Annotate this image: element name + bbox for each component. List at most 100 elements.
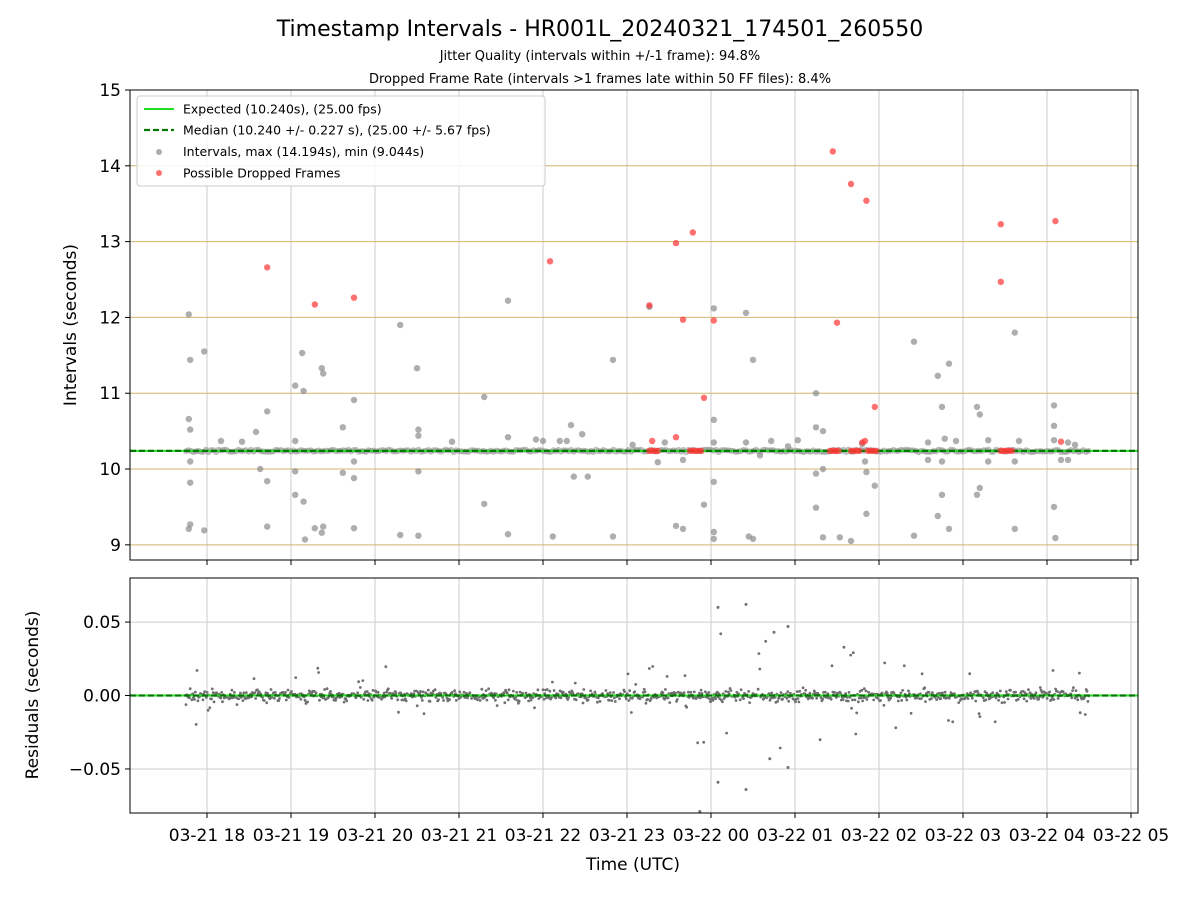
residual-point — [532, 692, 536, 696]
residual-point — [1076, 698, 1080, 702]
residual-point — [441, 696, 445, 699]
interval-point — [264, 478, 271, 485]
residual-point — [206, 708, 210, 712]
residual-point — [915, 696, 919, 700]
residual-point — [593, 690, 597, 694]
legend-dropped-swatch — [156, 170, 162, 176]
legend-intervals-swatch — [156, 149, 162, 155]
residual-point — [1048, 690, 1051, 694]
x-tick-label: 03-22 04 — [1009, 826, 1085, 846]
residual-point — [716, 780, 720, 784]
residual-point — [466, 696, 469, 700]
residual-point — [721, 700, 724, 704]
residuals-y-ticks: 0.05 0.00 −0.05 — [69, 613, 130, 780]
interval-point — [941, 435, 948, 442]
residual-point — [190, 698, 194, 702]
residual-point — [541, 688, 545, 692]
intervals-y-label: Intervals (seconds) — [61, 244, 81, 406]
intervals-y-tick-label: 9 — [110, 536, 121, 556]
residual-point — [303, 698, 307, 702]
residual-point — [582, 688, 586, 691]
interval-point — [504, 531, 512, 538]
residual-point — [882, 703, 886, 707]
residual-point — [861, 699, 864, 703]
residual-point — [409, 692, 413, 696]
interval-point — [350, 458, 358, 465]
residual-point — [270, 696, 274, 699]
interval-point — [710, 416, 717, 423]
residual-point — [651, 665, 655, 668]
residual-point — [919, 692, 922, 696]
residual-point — [786, 766, 790, 769]
interval-point — [350, 474, 358, 482]
residual-point — [833, 691, 836, 694]
residual-point — [434, 696, 438, 699]
residual-point — [453, 689, 456, 693]
residual-point — [524, 691, 528, 695]
interval-point — [812, 504, 820, 511]
residual-point — [533, 706, 536, 710]
residual-point — [397, 710, 400, 714]
residual-point — [241, 699, 245, 702]
interval-point — [292, 468, 299, 475]
residual-point — [1032, 697, 1036, 700]
interval-point — [749, 356, 757, 364]
residual-point — [729, 689, 733, 692]
interval-point — [257, 465, 264, 473]
residual-point — [707, 691, 711, 694]
residual-point — [317, 671, 320, 674]
residual-point — [879, 699, 882, 702]
interval-point — [1050, 422, 1058, 429]
residual-point — [420, 696, 423, 699]
residual-point — [901, 689, 904, 692]
residual-point — [562, 690, 565, 694]
interval-point — [768, 437, 775, 445]
residual-point — [426, 688, 430, 692]
residual-point — [362, 697, 366, 701]
residual-point — [193, 698, 196, 701]
residual-point — [769, 696, 773, 700]
residual-point — [734, 699, 738, 702]
residual-point — [776, 700, 779, 703]
residual-point — [490, 692, 494, 695]
residual-point — [415, 704, 419, 708]
interval-point — [847, 537, 855, 545]
residual-point — [844, 692, 847, 695]
residual-point — [714, 697, 717, 701]
residual-point — [830, 664, 834, 668]
residual-point — [201, 698, 205, 702]
interval-point — [938, 403, 946, 411]
residual-point — [390, 697, 394, 700]
residual-point — [687, 690, 690, 694]
residual-point — [470, 697, 473, 700]
residual-point — [203, 690, 207, 693]
residual-point — [742, 697, 745, 700]
residual-point — [786, 690, 790, 694]
residual-point — [318, 698, 321, 702]
residual-point — [937, 691, 941, 695]
residual-point — [566, 698, 570, 701]
dropped-frame-point — [873, 447, 880, 454]
residual-point — [476, 698, 479, 702]
residual-point — [344, 697, 348, 701]
interval-point — [1064, 456, 1072, 464]
interval-point — [1057, 456, 1065, 464]
interval-point — [339, 469, 346, 476]
residual-point — [634, 683, 638, 686]
residual-point — [210, 697, 213, 701]
residual-point — [552, 689, 556, 692]
dropped-frame-point — [700, 394, 708, 401]
residual-point — [643, 690, 647, 694]
residual-point — [682, 691, 686, 695]
residual-point — [630, 711, 633, 714]
residual-point — [361, 679, 365, 682]
dropped-frame-point — [863, 197, 870, 204]
interval-point — [292, 491, 299, 498]
interval-point — [238, 438, 246, 445]
interval-point — [185, 415, 192, 423]
residual-point — [316, 666, 320, 670]
residual-point — [345, 699, 349, 703]
intervals-y-tick-label: 15 — [99, 81, 121, 101]
residual-point — [1004, 690, 1008, 694]
residual-point — [442, 699, 445, 702]
